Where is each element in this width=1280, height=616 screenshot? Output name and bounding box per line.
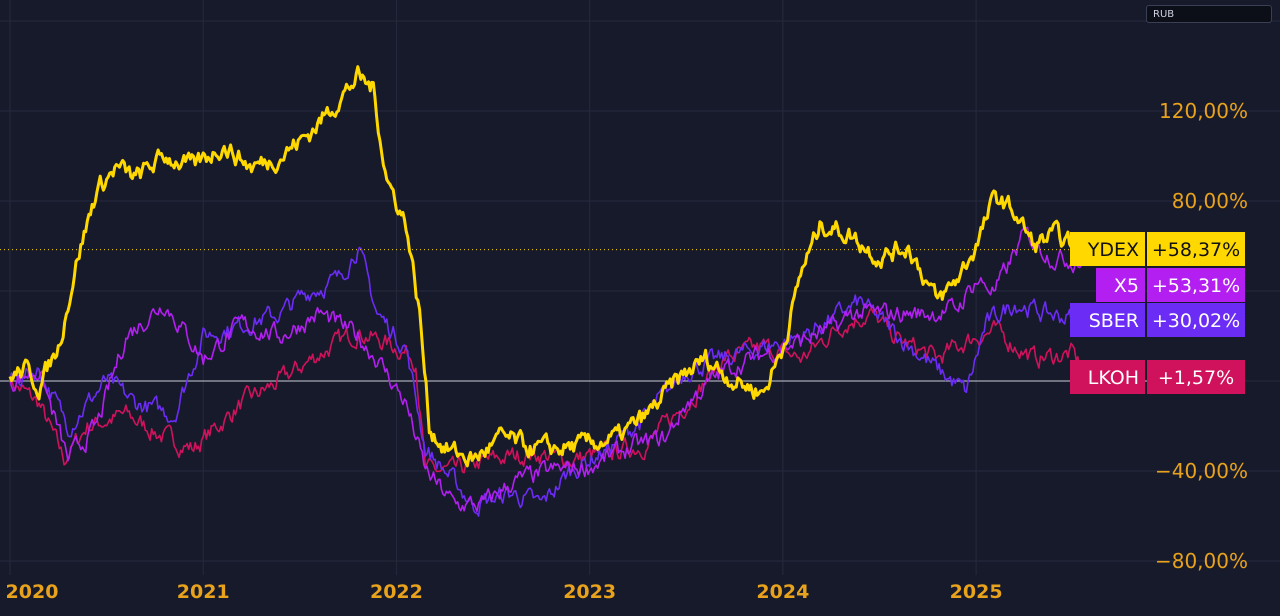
tag-series-value: +1,57% bbox=[1158, 367, 1234, 389]
value-tag-ydex: YDEX +58,37% bbox=[1070, 232, 1245, 266]
y-tick-label: −40,00% bbox=[1155, 459, 1248, 483]
value-tag-lkoh: LKOH +1,57% bbox=[1070, 360, 1245, 394]
tag-name-box bbox=[1070, 232, 1145, 266]
y-tick-label: 80,00% bbox=[1172, 189, 1248, 213]
x-axis-ticks: 2020 2021 2022 2023 2024 2025 bbox=[6, 581, 1003, 603]
tag-series-name: YDEX bbox=[1087, 239, 1139, 261]
x-tick-label: 2024 bbox=[756, 581, 809, 603]
series-line-ydex bbox=[8, 65, 1088, 468]
series-line-lkoh bbox=[9, 307, 1087, 474]
value-tag-sber: SBER +30,02% bbox=[1070, 303, 1245, 337]
tag-value-box bbox=[1147, 303, 1245, 337]
x-tick-label: 2022 bbox=[370, 581, 423, 603]
tag-series-value: +58,37% bbox=[1152, 239, 1240, 261]
grid-lines bbox=[0, 0, 1280, 575]
series-lines bbox=[0, 65, 1092, 517]
x-tick-label: 2023 bbox=[563, 581, 616, 603]
currency-selector[interactable]: RUB bbox=[1146, 5, 1272, 23]
tag-name-box bbox=[1070, 303, 1145, 337]
tag-series-value: +53,31% bbox=[1152, 275, 1240, 297]
y-tick-label: −80,00% bbox=[1155, 549, 1248, 573]
x-tick-label: 2021 bbox=[177, 581, 230, 603]
y-axis-ticks: 120,00% 80,00% −40,00% −80,00% bbox=[1155, 99, 1248, 573]
y-tick-label: 120,00% bbox=[1159, 99, 1248, 123]
tag-value-box bbox=[1147, 360, 1245, 394]
series-line-sber bbox=[9, 246, 1087, 517]
value-tags: YDEX +58,37% X5 +53,31% SBER +30,02% LKOH +1,57… bbox=[1070, 232, 1245, 394]
x-tick-label: 2025 bbox=[950, 581, 1003, 603]
tag-series-value: +30,02% bbox=[1152, 310, 1240, 332]
tag-value-box bbox=[1147, 268, 1245, 302]
value-tag-x5: X5 +53,31% bbox=[1096, 268, 1245, 302]
tag-series-name: LKOH bbox=[1088, 367, 1139, 389]
tag-value-box bbox=[1147, 232, 1245, 266]
tag-name-box bbox=[1070, 360, 1145, 394]
tag-series-name: X5 bbox=[1114, 275, 1139, 297]
x-tick-label: 2020 bbox=[6, 581, 59, 603]
tag-series-name: SBER bbox=[1089, 310, 1139, 332]
tag-name-box bbox=[1096, 268, 1145, 302]
series-line-x5 bbox=[9, 226, 1087, 513]
